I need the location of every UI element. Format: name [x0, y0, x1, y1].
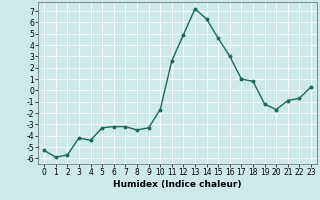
X-axis label: Humidex (Indice chaleur): Humidex (Indice chaleur) — [113, 180, 242, 189]
